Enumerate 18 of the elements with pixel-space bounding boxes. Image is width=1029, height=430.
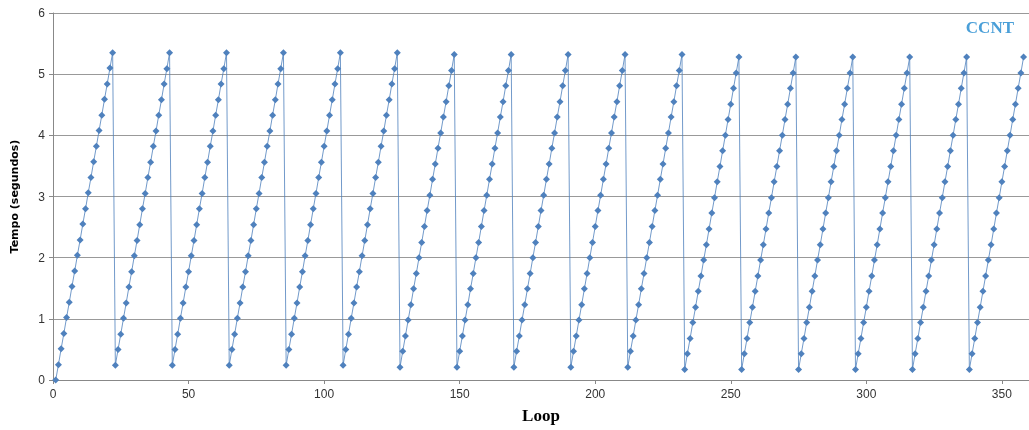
y-tick-label: 3 (38, 189, 46, 204)
y-tick-label: 6 (38, 6, 46, 20)
x-tick-label: 50 (181, 387, 196, 401)
x-tick-label: 350 (991, 387, 1013, 401)
x-tick-label: 250 (720, 387, 742, 401)
x-tick-label: 200 (585, 387, 606, 401)
y-tick-label: 5 (38, 67, 46, 82)
y-tick-label: 0 (38, 373, 46, 387)
x-tick-label: 150 (449, 387, 470, 401)
y-tick-label: 1 (38, 311, 46, 326)
y-axis-title: Tempo (segundos) (8, 139, 21, 254)
series-label: CCNT (965, 18, 1015, 37)
x-tick-label: 0 (49, 387, 57, 401)
x-tick-label: 300 (856, 387, 877, 401)
y-tick-label: 2 (38, 250, 46, 265)
y-tick-label: 4 (38, 128, 46, 143)
x-axis-title: Loop (522, 406, 560, 425)
x-tick-label: 100 (314, 387, 335, 401)
